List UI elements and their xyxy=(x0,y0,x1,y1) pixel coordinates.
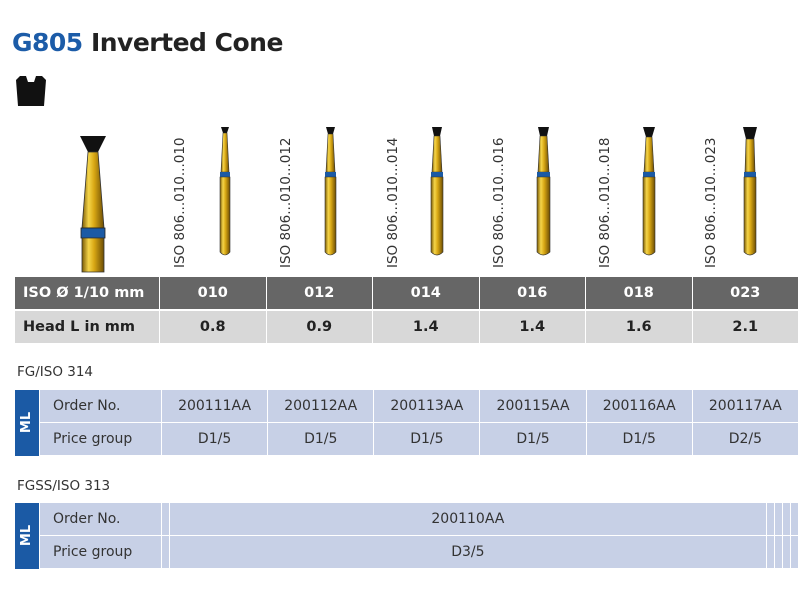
order-cell xyxy=(161,503,171,536)
spec-row-diameter: ISO Ø 1/10 mm 010 012 014 016 018 023 xyxy=(15,277,799,310)
order-cell: 200115AA xyxy=(479,390,587,423)
length-cell: 0.8 xyxy=(159,310,267,344)
bur-023 xyxy=(743,127,757,256)
bur-014 xyxy=(430,127,444,256)
spec-row-length: Head L in mm 0.8 0.9 1.4 1.4 1.6 2.1 xyxy=(15,310,799,344)
fgss-section-label: FGSS/ISO 313 xyxy=(17,478,111,494)
spec-row-label: ISO Ø 1/10 mm xyxy=(15,277,160,310)
price-cell xyxy=(782,535,791,569)
product-code: G805 xyxy=(12,28,83,57)
size-cell: 014 xyxy=(372,277,480,310)
length-cell: 1.6 xyxy=(585,310,693,344)
large-bur-illustration xyxy=(80,136,106,273)
price-cell xyxy=(161,535,171,569)
price-cell: D1/5 xyxy=(373,422,481,456)
table-row: ML Order No. 200110AA xyxy=(15,503,800,569)
size-cell: 010 xyxy=(159,277,267,310)
price-cell: D1/5 xyxy=(161,422,269,456)
bur-illustrations xyxy=(80,127,757,273)
fgss-order-table: ML Order No. 200110AA Price group D3/5 xyxy=(15,503,800,569)
inverted-cone-shape-icon xyxy=(16,76,46,106)
order-cell: 200110AA xyxy=(169,503,767,536)
table-row: ML Order No. 200111AA 200112AA 200113AA … xyxy=(15,390,800,456)
iso-label-023: ISO 806...010...023 xyxy=(703,137,719,268)
fg-order-table: ML Order No. 200111AA 200112AA 200113AA … xyxy=(15,390,800,456)
size-cell: 018 xyxy=(585,277,693,310)
iso-label-014: ISO 806...010...014 xyxy=(385,137,401,268)
ml-badge: ML xyxy=(15,390,40,456)
order-cell: 200112AA xyxy=(267,390,375,423)
price-cell xyxy=(790,535,800,569)
length-cell: 2.1 xyxy=(692,310,799,344)
bur-016 xyxy=(536,127,551,256)
iso-label-012: ISO 806...010...012 xyxy=(278,137,294,268)
length-cell: 1.4 xyxy=(372,310,480,344)
order-cell xyxy=(774,503,783,536)
size-cell: 012 xyxy=(266,277,373,310)
spec-table: ISO Ø 1/10 mm 010 012 014 016 018 023 He… xyxy=(15,277,799,344)
price-cell xyxy=(766,535,775,569)
price-label: Price group xyxy=(39,422,162,456)
length-cell: 1.4 xyxy=(479,310,586,344)
price-cell: D3/5 xyxy=(169,535,767,569)
iso-label-016: ISO 806...010...016 xyxy=(491,137,507,268)
order-cell: 200116AA xyxy=(586,390,693,423)
iso-label-018: ISO 806...010...018 xyxy=(597,137,613,268)
bur-010 xyxy=(219,127,231,256)
order-cell xyxy=(782,503,791,536)
order-cell: 200117AA xyxy=(692,390,800,423)
product-name: Inverted Cone xyxy=(90,28,283,57)
size-cell: 016 xyxy=(479,277,586,310)
order-label: Order No. xyxy=(39,503,162,536)
spec-row-label: Head L in mm xyxy=(15,310,160,344)
fg-section-label: FG/ISO 314 xyxy=(17,364,94,380)
price-cell: D2/5 xyxy=(692,422,800,456)
order-cell xyxy=(790,503,800,536)
price-label: Price group xyxy=(39,535,162,569)
iso-label-010: ISO 806...010...010 xyxy=(172,137,188,268)
price-cell: D1/5 xyxy=(586,422,693,456)
order-cell: 200111AA xyxy=(161,390,269,423)
order-cell xyxy=(766,503,775,536)
size-cell: 023 xyxy=(692,277,799,310)
table-row: Price group D3/5 xyxy=(15,535,800,569)
bur-018 xyxy=(642,127,656,256)
bur-012 xyxy=(324,127,337,256)
order-label: Order No. xyxy=(39,390,162,423)
length-cell: 0.9 xyxy=(266,310,373,344)
page-title: G805 Inverted Cone xyxy=(12,28,283,57)
price-cell xyxy=(774,535,783,569)
table-row: Price group D1/5 D1/5 D1/5 D1/5 D1/5 D2/… xyxy=(15,422,800,456)
order-cell: 200113AA xyxy=(373,390,481,423)
price-cell: D1/5 xyxy=(267,422,375,456)
ml-badge: ML xyxy=(15,503,40,569)
price-cell: D1/5 xyxy=(479,422,587,456)
